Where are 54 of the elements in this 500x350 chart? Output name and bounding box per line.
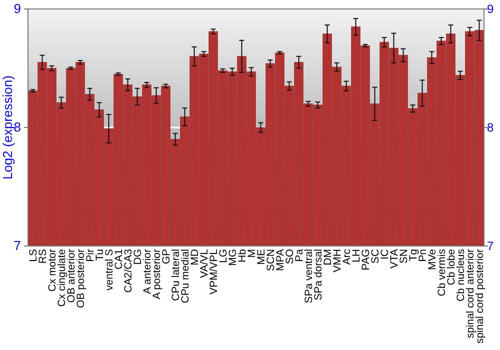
x-tick-label: Tg: [407, 248, 420, 262]
y2-tick-label: 8: [487, 120, 494, 134]
x-tick-label: CPu lateral: [170, 249, 182, 301]
x-tick-label: PAG: [360, 249, 372, 270]
x-tick-label: VA/VL: [198, 248, 210, 278]
x-tick-label: SC: [369, 248, 382, 264]
x-tick-label: Cb nucleus: [454, 249, 467, 302]
x-tick-label: Cx motor: [46, 248, 58, 292]
x-tick-label: MG: [226, 249, 239, 266]
x-tick-label: LG: [217, 249, 230, 264]
x-tick-label: M: [246, 249, 258, 258]
x-tick-label: VPM/VPL: [208, 248, 220, 295]
x-tick-label: ventral S: [103, 249, 116, 290]
x-tick-label: spinal cord anterior: [464, 248, 476, 338]
x-tick-label: SN: [398, 249, 410, 264]
x-tick-label: A posterior: [150, 248, 163, 300]
x-tick-label: MD: [188, 248, 201, 266]
y-axis-title: Log2 (expression): [0, 75, 15, 180]
y-tick-label: 8: [14, 120, 21, 135]
y2-tick-label: 7: [487, 238, 494, 253]
x-tick-label: MPA: [274, 249, 286, 271]
x-tick-label: Cb vermis: [436, 249, 448, 296]
x-tick-label: CPu medial: [179, 249, 192, 304]
x-tick-label: Arc: [340, 249, 353, 265]
x-tick-label: RS: [36, 249, 49, 264]
x-tick-label: spinal cord posterior: [474, 248, 486, 344]
x-tick-label: A anterior: [141, 248, 154, 294]
x-tick-label: SO: [284, 249, 296, 264]
x-tick-label: VTA: [388, 249, 400, 269]
x-tick-label: ME: [255, 249, 268, 265]
x-tick-label: IC: [378, 248, 391, 260]
x-tick-label: OB posterior: [74, 248, 87, 308]
x-tick-label: SPa ventral: [302, 249, 315, 304]
x-tick-label: Cb lobe: [445, 248, 458, 286]
x-tick-label: Tu: [94, 248, 106, 261]
x-tick-label: Hb: [236, 248, 248, 262]
x-tick-label: Cx cingulate: [56, 248, 68, 307]
x-tick-label: CA1: [112, 248, 125, 270]
x-tick-label: SCN: [264, 249, 277, 272]
x-tick-label: LS: [27, 249, 40, 262]
x-tick-label: LH: [350, 249, 362, 262]
x-tick-label: Pa: [293, 248, 306, 262]
x-tick-label: GP: [160, 249, 172, 264]
x-tick-label: Pir: [84, 248, 96, 262]
y2-tick-label: 9: [487, 2, 494, 16]
x-tick-label: OB anterior: [65, 248, 78, 303]
x-tick-label: DG: [132, 249, 144, 265]
x-tick-label: CA2/CA3: [122, 248, 134, 293]
y-tick-label: 9: [14, 1, 21, 16]
x-tick-label: VMH: [331, 249, 344, 272]
x-tick-label: DM: [322, 249, 334, 266]
x-tick-label: SPa dorsal: [312, 249, 324, 300]
x-tick-label: MVe: [426, 248, 438, 270]
y-tick-label: 7: [14, 238, 21, 254]
